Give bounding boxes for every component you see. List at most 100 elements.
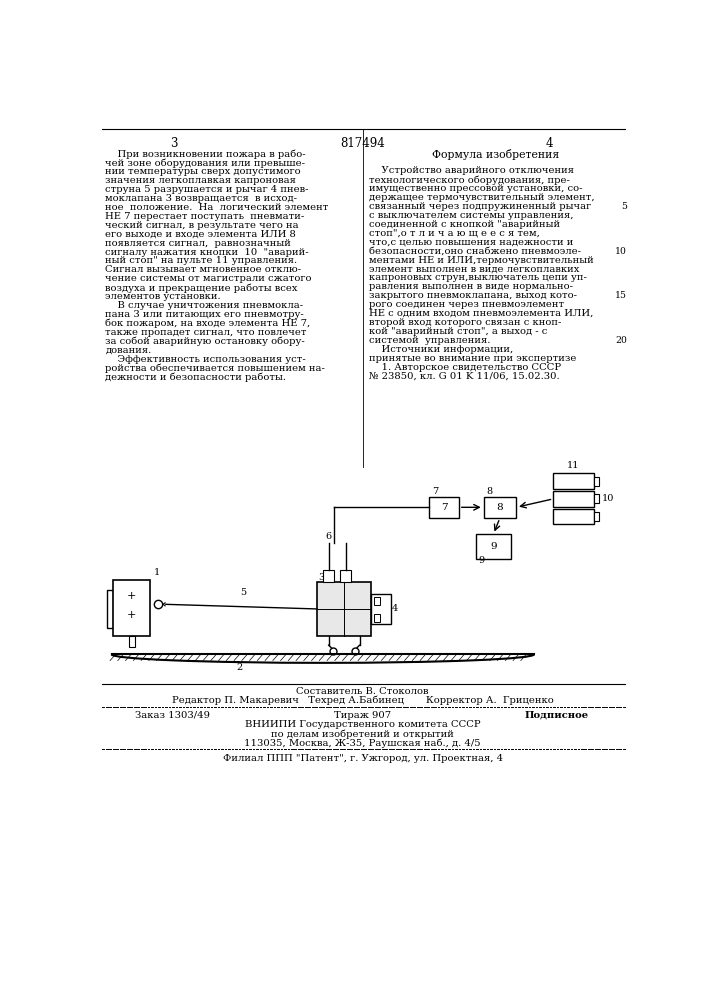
Text: Подписное: Подписное (524, 711, 588, 720)
Text: Источники информации,: Источники информации, (369, 345, 513, 354)
Bar (484, 497, 516, 518)
Text: 10: 10 (615, 247, 627, 256)
Text: системой  управления.: системой управления. (369, 336, 490, 345)
Bar (373, 614, 380, 622)
Text: 113035, Москва, Ж-35, Раушская наб., д. 4/5: 113035, Москва, Ж-35, Раушская наб., д. … (245, 738, 481, 748)
Text: 9: 9 (490, 542, 496, 551)
Text: рого соединен через пневмоэлемент: рого соединен через пневмоэлемент (369, 300, 564, 309)
Text: При возникновении пожара в рабо-: При возникновении пожара в рабо- (105, 149, 306, 159)
Text: дежности и безопасности работы.: дежности и безопасности работы. (105, 373, 286, 382)
Bar (373, 597, 380, 605)
Text: ный стоп" на пульте 11 управления.: ный стоп" на пульте 11 управления. (105, 256, 298, 265)
Text: Составитель В. Стоколов: Составитель В. Стоколов (296, 687, 429, 696)
Text: сигналу нажатия кнопки  10  "аварий-: сигналу нажатия кнопки 10 "аварий- (105, 248, 309, 257)
Bar (554, 473, 594, 489)
Text: Заказ 1303/49: Заказ 1303/49 (135, 711, 210, 720)
Text: пана 3 или питающих его пневмотру-: пана 3 или питающих его пневмотру- (105, 310, 304, 319)
Text: элементов установки.: элементов установки. (105, 292, 221, 301)
Text: 9: 9 (478, 556, 484, 565)
Text: 10: 10 (602, 494, 614, 503)
Text: связанный через подпружиненный рычаг: связанный через подпружиненный рычаг (369, 202, 591, 211)
Text: 11: 11 (567, 461, 580, 470)
Text: 8: 8 (486, 487, 492, 496)
Text: ВНИИПИ Государственного комитета СССР: ВНИИПИ Государственного комитета СССР (245, 720, 481, 729)
Bar (317, 582, 371, 636)
Text: закрытого пневмоклапана, выход кото-: закрытого пневмоклапана, выход кото- (369, 291, 577, 300)
Text: 20: 20 (615, 336, 627, 345)
Text: 4: 4 (392, 604, 399, 613)
Text: его выходе и входе элемента ИЛИ 8: его выходе и входе элемента ИЛИ 8 (105, 230, 296, 239)
Text: Формула изобретения: Формула изобретения (433, 149, 560, 160)
Text: за собой аварийную остановку обору-: за собой аварийную остановку обору- (105, 337, 305, 346)
Text: 5: 5 (621, 202, 627, 211)
Text: воздуха и прекращение работы всех: воздуха и прекращение работы всех (105, 283, 298, 293)
Text: Устройство аварийного отключения: Устройство аварийного отключения (369, 166, 574, 175)
Text: по делам изобретений и открытий: по делам изобретений и открытий (271, 729, 454, 739)
Text: имущественно прессовой установки, со-: имущественно прессовой установки, со- (369, 184, 583, 193)
Text: Эффективность использования уст-: Эффективность использования уст- (105, 355, 306, 364)
Text: появляется сигнал,  равнозначный: появляется сигнал, равнозначный (105, 239, 291, 248)
Text: 7: 7 (432, 487, 438, 496)
Text: бок пожаром, на входе элемента НЕ 7,: бок пожаром, на входе элемента НЕ 7, (105, 319, 310, 328)
Text: 8: 8 (496, 503, 503, 512)
Text: 15: 15 (615, 291, 627, 300)
Text: нии температуры сверх допустимого: нии температуры сверх допустимого (105, 167, 301, 176)
Text: чение системы от магистрали сжатого: чение системы от магистрали сжатого (105, 274, 312, 283)
Text: также пропадет сигнал, что повлечет: также пропадет сигнал, что повлечет (105, 328, 307, 337)
Text: Филиал ППП "Патент", г. Ужгород, ул. Проектная, 4: Филиал ППП "Патент", г. Ужгород, ул. Про… (223, 754, 503, 763)
Text: 3: 3 (170, 137, 177, 150)
Text: дования.: дования. (105, 346, 152, 355)
Text: В случае уничтожения пневмокла-: В случае уничтожения пневмокла- (105, 301, 303, 310)
Text: Сигнал вызывает мгновенное отклю-: Сигнал вызывает мгновенное отклю- (105, 265, 302, 274)
Bar (594, 494, 599, 503)
Text: струна 5 разрушается и рычаг 4 пнев-: струна 5 разрушается и рычаг 4 пнев- (105, 185, 309, 194)
Text: элемент выполнен в виде легкоплавких: элемент выполнен в виде легкоплавких (369, 264, 579, 273)
Text: безопасности,оно снабжено пневмоэле-: безопасности,оно снабжено пневмоэле- (369, 247, 581, 256)
Text: значения легкоплавкая капроновая: значения легкоплавкая капроновая (105, 176, 296, 185)
Bar (429, 497, 459, 518)
Bar (129, 636, 135, 647)
Bar (554, 509, 594, 524)
Text: Тираж 907: Тираж 907 (334, 711, 391, 720)
Text: 4: 4 (546, 137, 554, 150)
Text: 7: 7 (440, 503, 448, 512)
Text: 1: 1 (154, 568, 160, 577)
Text: ческий сигнал, в результате чего на: ческий сигнал, в результате чего на (105, 221, 299, 230)
Text: моклапана 3 возвращается  в исход-: моклапана 3 возвращается в исход- (105, 194, 298, 203)
Text: Редактор П. Макаревич   Техред А.Бабинец       Корректор А.  Гриценко: Редактор П. Макаревич Техред А.Бабинец К… (172, 696, 554, 705)
Bar (554, 491, 594, 507)
Bar (323, 570, 334, 582)
Text: ройства обеспечивается повышением на-: ройства обеспечивается повышением на- (105, 364, 325, 373)
Text: 5: 5 (240, 588, 247, 597)
Text: с выключателем системы управления,: с выключателем системы управления, (369, 211, 573, 220)
Text: 817494: 817494 (340, 137, 385, 150)
Bar (594, 477, 599, 486)
Text: капроновых струн,выключатель цепи уп-: капроновых струн,выключатель цепи уп- (369, 273, 587, 282)
Bar (594, 512, 599, 521)
Text: № 23850, кл. G 01 K 11/06, 15.02.30.: № 23850, кл. G 01 K 11/06, 15.02.30. (369, 372, 559, 381)
Text: второй вход которого связан с кноп-: второй вход которого связан с кноп- (369, 318, 561, 327)
Text: равления выполнен в виде нормально-: равления выполнен в виде нормально- (369, 282, 573, 291)
Text: 1. Авторское свидетельство СССР: 1. Авторское свидетельство СССР (369, 363, 561, 372)
Text: 2: 2 (236, 663, 243, 672)
Text: кой "аварийный стоп", а выход - с: кой "аварийный стоп", а выход - с (369, 327, 547, 336)
Text: стоп",о т л и ч а ю щ е е с я тем,: стоп",о т л и ч а ю щ е е с я тем, (369, 229, 540, 238)
Text: 3: 3 (319, 573, 325, 582)
Text: +: + (127, 591, 136, 601)
Text: держащее термочувствительный элемент,: держащее термочувствительный элемент, (369, 193, 595, 202)
Text: ное  положение.  На  логический элемент: ное положение. На логический элемент (105, 203, 329, 212)
Text: НЕ 7 перестает поступать  пневмати-: НЕ 7 перестает поступать пневмати- (105, 212, 305, 221)
Text: технологического оборудования, пре-: технологического оборудования, пре- (369, 175, 570, 185)
Text: +: + (127, 610, 136, 620)
Text: НЕ с одним входом пневмоэлемента ИЛИ,: НЕ с одним входом пневмоэлемента ИЛИ, (369, 309, 593, 318)
Text: принятые во внимание при экспертизе: принятые во внимание при экспертизе (369, 354, 576, 363)
Bar (340, 570, 351, 582)
Text: ментами НЕ и ИЛИ,термочувствительный: ментами НЕ и ИЛИ,термочувствительный (369, 256, 594, 265)
Bar (107, 590, 113, 628)
Text: что,с целью повышения надежности и: что,с целью повышения надежности и (369, 238, 573, 247)
Bar (371, 594, 391, 624)
Text: чей зоне оборудования или превыше-: чей зоне оборудования или превыше- (105, 158, 305, 168)
Bar (113, 580, 151, 636)
Text: 6: 6 (325, 532, 332, 541)
Text: соединенной с кнопкой "аварийный: соединенной с кнопкой "аварийный (369, 220, 560, 229)
